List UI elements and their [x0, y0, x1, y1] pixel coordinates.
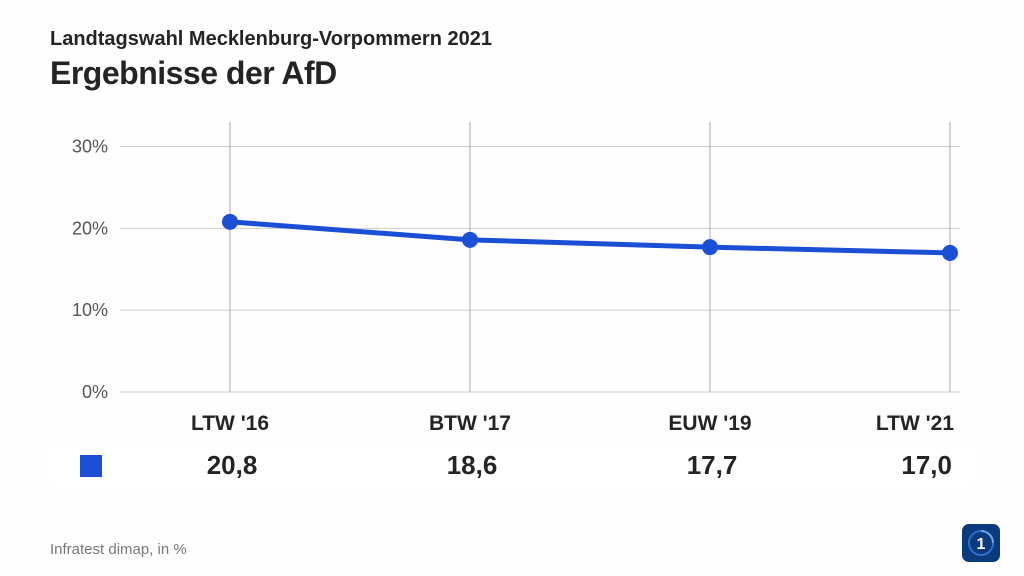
line-chart: 0% 10% 20% 30% — [50, 112, 970, 402]
svg-text:1: 1 — [977, 536, 986, 553]
value-cell: 18,6 — [352, 450, 592, 481]
svg-text:10%: 10% — [72, 300, 108, 320]
value-row: 20,818,617,717,0 — [50, 444, 974, 487]
value-cell: 17,7 — [592, 450, 832, 481]
x-axis-label: BTW '17 — [350, 412, 590, 436]
chart-svg: 0% 10% 20% 30% — [50, 112, 970, 402]
legend-swatch — [80, 455, 102, 477]
svg-text:20%: 20% — [72, 218, 108, 238]
chart-container: Landtagswahl Mecklenburg-Vorpommern 2021… — [0, 0, 1024, 576]
x-axis-label: LTW '16 — [110, 412, 350, 436]
y-axis: 0% 10% 20% 30% — [72, 137, 108, 402]
x-axis-labels: LTW '16BTW '17EUW '19LTW '21 — [110, 412, 974, 436]
gridlines — [120, 147, 960, 392]
value-cell: 20,8 — [112, 450, 352, 481]
data-series — [222, 214, 958, 261]
value-cell: 17,0 — [832, 450, 962, 481]
x-axis-label: EUW '19 — [590, 412, 830, 436]
x-axis-label: LTW '21 — [830, 412, 960, 436]
svg-text:30%: 30% — [72, 137, 108, 157]
source-footer: Infratest dimap, in % — [50, 541, 187, 558]
vertical-lines — [230, 122, 950, 392]
svg-text:0%: 0% — [82, 382, 108, 402]
broadcaster-logo-icon: 1 — [962, 524, 1000, 562]
chart-title: Ergebnisse der AfD — [50, 55, 974, 92]
subtitle: Landtagswahl Mecklenburg-Vorpommern 2021 — [50, 28, 974, 51]
